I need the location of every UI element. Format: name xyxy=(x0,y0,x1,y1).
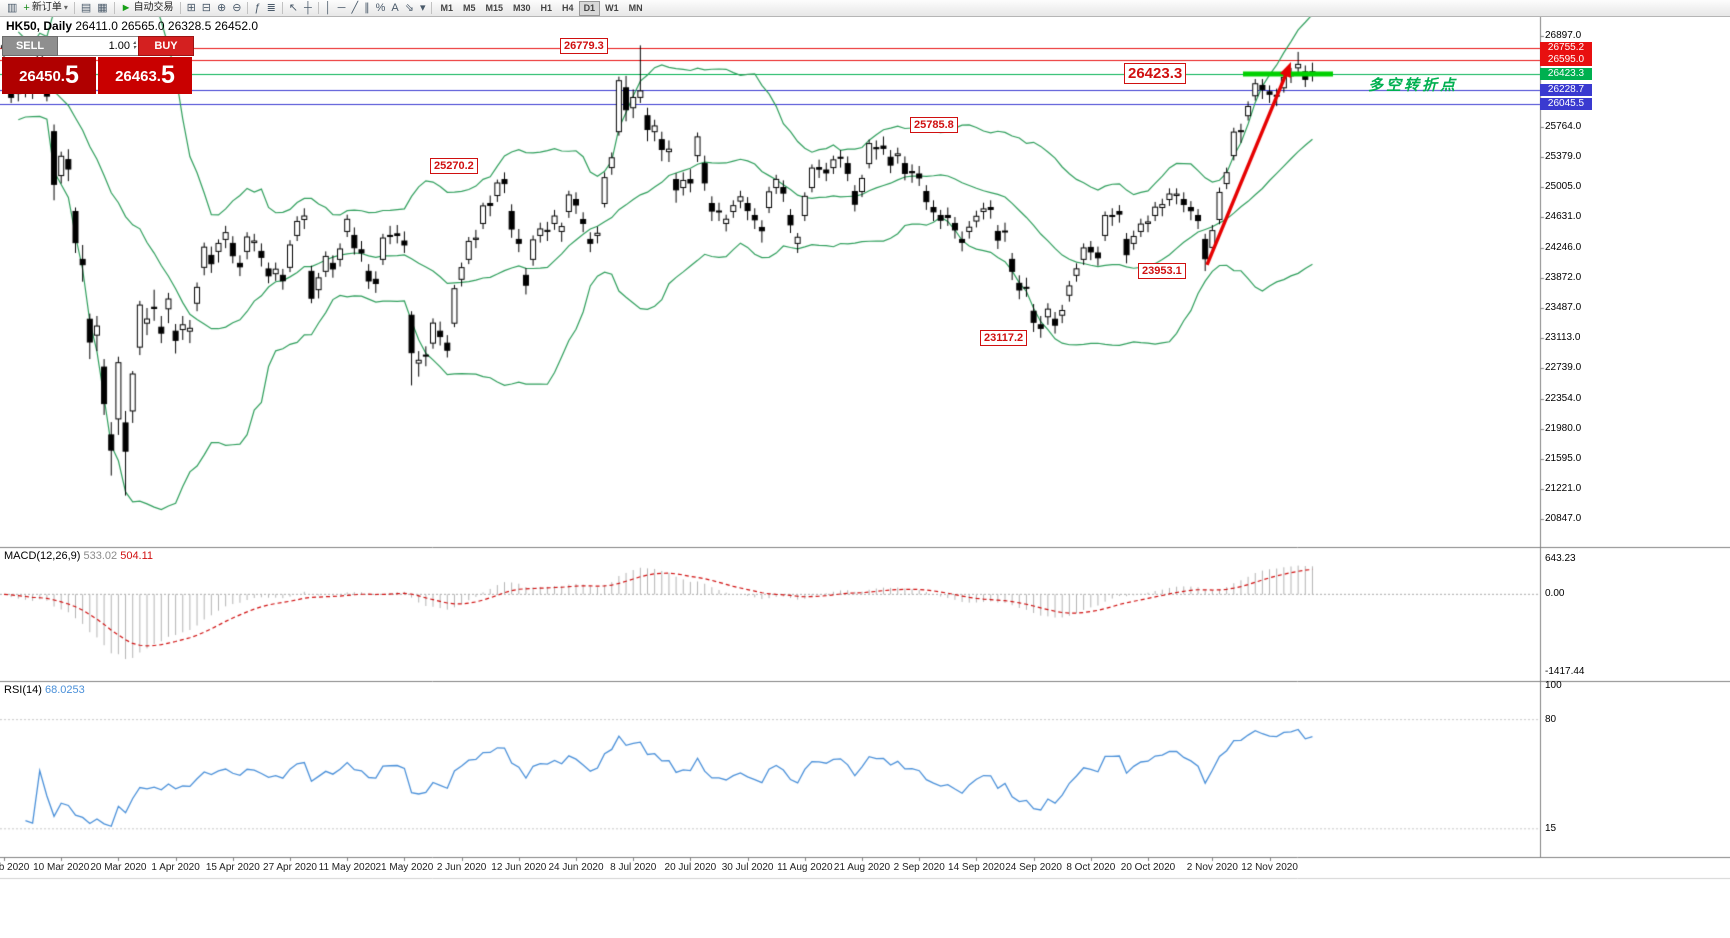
spinner-down-icon[interactable]: ▾ xyxy=(132,45,136,51)
one-click-trading-panel: SELL 1.00 ▴ ▾ BUY 26450.5 26463.5 xyxy=(2,36,194,94)
toolbar-separator xyxy=(179,2,181,14)
text-tool-icon: A xyxy=(391,2,399,14)
new-chart-icon: ▥ xyxy=(7,2,18,14)
sell-button[interactable]: SELL xyxy=(2,36,58,56)
new-order-button: + xyxy=(23,2,30,14)
channel-tool-icon: ∥ xyxy=(364,2,370,14)
channel-tool-icon[interactable]: ∥ xyxy=(361,1,373,15)
profiles-icon[interactable]: ▤ xyxy=(78,1,94,15)
ask-big-digit: 5 xyxy=(160,61,175,89)
toolbar-separator xyxy=(431,2,433,14)
timeframe-d1[interactable]: D1 xyxy=(578,0,601,16)
toolbar-separator xyxy=(113,2,115,14)
shapes-dropdown-icon[interactable]: ▾ xyxy=(417,1,429,15)
timeframe-h1[interactable]: H1 xyxy=(540,2,553,13)
toolbar: ▥ + 新订单 ▾ ▤ ▦ ► 自动交易 ⊞ ⊟ ⊕ ⊖ ƒ ≣ ↖ ┼ │ ─ ╱ ∥% A ⇘ ▾ M1 M5 M15 M30 H… xyxy=(0,0,1730,17)
timeframe-mn[interactable]: MN xyxy=(628,2,643,13)
zoom-in-icon[interactable]: ⊕ xyxy=(214,1,229,15)
timeframe-h4[interactable]: H4 xyxy=(562,2,574,13)
new-order-button[interactable]: + 新订单 ▾ xyxy=(20,1,70,15)
toolbar-separator xyxy=(281,2,283,14)
new-chart-icon[interactable]: ▥ xyxy=(4,1,20,15)
templates-icon[interactable]: ▦ xyxy=(94,1,110,15)
autotrading-button[interactable]: ► 自动交易 xyxy=(118,1,177,15)
arrows-tool-icon[interactable]: ⇘ xyxy=(402,1,417,15)
tile-windows-icon: ⊞ xyxy=(186,2,196,14)
timeframe-w1[interactable]: W1 xyxy=(605,2,619,13)
toolbar-separator xyxy=(247,2,249,14)
bid-big-digit: 5 xyxy=(64,61,79,89)
vertical-line-tool-icon[interactable]: │ xyxy=(322,1,335,15)
timeframe-m15[interactable]: M15 xyxy=(485,2,504,13)
crosshair-icon[interactable]: ┼ xyxy=(301,1,315,15)
timeframe-m5[interactable]: M5 xyxy=(462,2,476,13)
volume-spinner[interactable]: ▴ ▾ xyxy=(132,40,136,51)
indicators-icon[interactable]: ƒ xyxy=(251,1,263,15)
horizontal-line-tool-icon[interactable]: ─ xyxy=(335,1,349,15)
text-tool-icon[interactable]: A xyxy=(388,1,401,15)
volume-value: 1.00 xyxy=(108,40,130,52)
profiles-icon: ▤ xyxy=(80,2,92,14)
new-order-button-caret: ▾ xyxy=(63,3,68,12)
toolbar-separator xyxy=(73,2,75,14)
timeframe-m1[interactable]: M1 xyxy=(440,2,453,13)
zoom-out-icon: ⊖ xyxy=(232,2,242,14)
autotrading-button-label: 自动交易 xyxy=(133,2,174,13)
fibonacci-tool-icon: % xyxy=(375,2,386,14)
trendline-tool-icon[interactable]: ╱ xyxy=(348,1,361,15)
new-order-button-label: 新订单 xyxy=(31,2,62,13)
bid-main: 26450. xyxy=(19,68,65,85)
templates-icon: ▦ xyxy=(97,2,108,14)
cursor-icon[interactable]: ↖ xyxy=(286,1,301,15)
ask-price-display: 26463.5 xyxy=(98,57,192,94)
autotrading-button: ► xyxy=(120,2,132,14)
tile-windows-icon[interactable]: ⊞ xyxy=(184,1,199,15)
cursor-icon: ↖ xyxy=(288,2,298,14)
cascade-windows-icon: ⊟ xyxy=(201,2,211,14)
volume-input[interactable]: 1.00 ▴ ▾ xyxy=(58,36,138,56)
zoom-out-icon[interactable]: ⊖ xyxy=(229,1,244,15)
arrows-tool-icon: ⇘ xyxy=(404,2,414,14)
timeframe-m30[interactable]: M30 xyxy=(513,2,531,13)
zoom-in-icon: ⊕ xyxy=(217,2,227,14)
shapes-dropdown-icon: ▾ xyxy=(419,2,426,14)
bid-price-display: 26450.5 xyxy=(2,57,96,94)
toolbar-separator xyxy=(317,2,319,14)
vertical-line-tool-icon: │ xyxy=(324,2,332,14)
crosshair-icon: ┼ xyxy=(304,2,312,14)
trendline-tool-icon: ╱ xyxy=(351,2,359,14)
fibonacci-tool-icon[interactable]: % xyxy=(373,1,389,15)
spinner-up-icon[interactable]: ▴ xyxy=(132,40,136,46)
horizontal-line-tool-icon: ─ xyxy=(337,2,346,14)
cascade-windows-icon[interactable]: ⊟ xyxy=(199,1,214,15)
ask-main: 26463. xyxy=(115,68,161,85)
buy-button[interactable]: BUY xyxy=(138,36,194,56)
indicators-icon: ƒ xyxy=(254,2,261,14)
objects-list-icon[interactable]: ≣ xyxy=(264,1,279,15)
objects-list-icon: ≣ xyxy=(266,2,276,14)
